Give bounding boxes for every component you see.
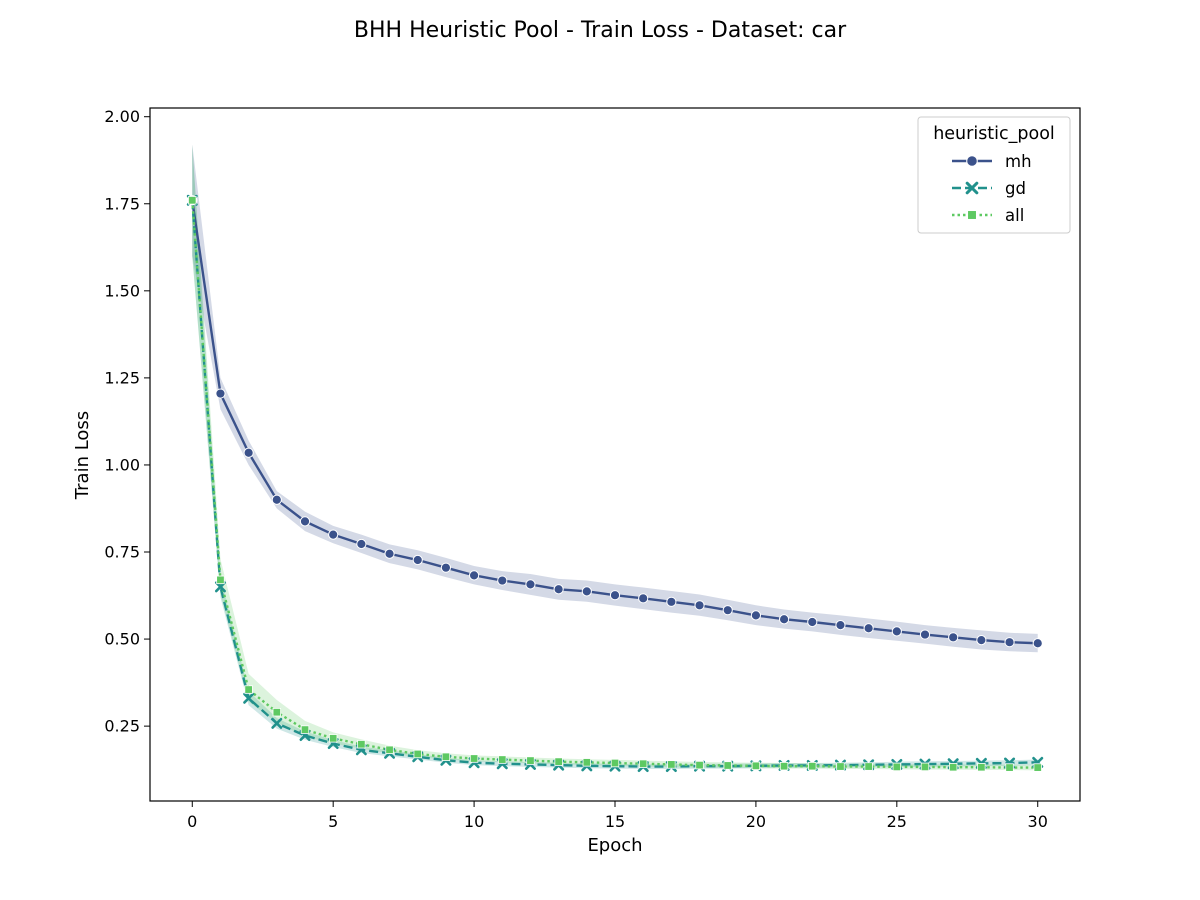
- point-all-28: [977, 763, 986, 772]
- legend: heuristic_pool mh gd all: [917, 116, 1071, 234]
- point-mh-6: [356, 538, 367, 550]
- legend-label-gd: gd: [1005, 179, 1026, 198]
- legend-label-all: all: [1005, 206, 1024, 225]
- point-all-29: [1005, 763, 1014, 772]
- confidence-bands: [192, 144, 1038, 771]
- point-all-17: [667, 760, 676, 769]
- point-mh-25: [891, 626, 902, 637]
- x-tick-label: 5: [328, 812, 338, 831]
- point-mh-8: [412, 554, 423, 566]
- point-all-4: [300, 725, 310, 734]
- legend-label-mh: mh: [1005, 152, 1032, 171]
- point-mh-2: [243, 447, 254, 458]
- point-all-12: [526, 756, 535, 765]
- point-mh-1: [215, 388, 226, 399]
- point-all-11: [498, 755, 507, 764]
- point-mh-28: [976, 635, 987, 646]
- y-tick-label: 1.75: [104, 194, 140, 213]
- point-mh-19: [722, 605, 733, 616]
- y-axis-ticks: 0.25 0.50 0.75 1.00 1.25 1.50 1.75 2.00: [104, 107, 150, 736]
- x-axis-label: Epoch: [587, 835, 642, 856]
- point-mh-11: [497, 575, 508, 586]
- point-mh-30: [1032, 638, 1043, 649]
- point-all-21: [779, 761, 789, 771]
- legend-title: heuristic_pool: [933, 124, 1055, 144]
- point-all-7: [385, 745, 394, 755]
- y-tick-label: 1.50: [104, 281, 140, 300]
- point-all-18: [695, 760, 704, 770]
- point-gd-3: [271, 717, 283, 729]
- point-all-15: [610, 758, 620, 768]
- point-mh-24: [863, 623, 874, 634]
- x-tick-label: 10: [464, 812, 484, 831]
- point-all-16: [638, 759, 648, 768]
- x-tick-label: 15: [605, 812, 625, 831]
- point-mh-14: [581, 586, 592, 597]
- point-mh-3: [271, 494, 282, 505]
- y-tick-label: 2.00: [104, 107, 140, 126]
- y-tick-label: 0.50: [104, 630, 140, 649]
- point-mh-7: [384, 548, 395, 559]
- point-mh-23: [835, 620, 846, 631]
- point-all-25: [892, 762, 902, 772]
- point-all-20: [751, 761, 761, 771]
- point-mh-4: [299, 516, 311, 527]
- point-all-8: [413, 749, 422, 759]
- x-tick-label: 25: [887, 812, 907, 831]
- point-mh-22: [807, 616, 818, 628]
- point-mh-13: [553, 584, 564, 595]
- point-all-1: [216, 575, 225, 585]
- legend-marker-all: [967, 210, 977, 220]
- point-mh-17: [666, 596, 677, 607]
- point-all-10: [469, 754, 479, 763]
- legend-items: mh gd all: [952, 152, 1032, 225]
- point-all-23: [836, 762, 845, 771]
- point-all-3: [272, 707, 282, 717]
- x-tick-label: 20: [746, 812, 766, 831]
- point-mh-26: [919, 629, 931, 640]
- point-all-6: [357, 740, 366, 749]
- legend-marker-gd: [965, 181, 979, 195]
- y-axis-label: Train Loss: [72, 411, 93, 500]
- y-tick-label: 0.25: [104, 717, 140, 736]
- point-mh-29: [1004, 637, 1015, 648]
- band-all: [192, 144, 1038, 771]
- point-gd-2: [243, 692, 255, 704]
- point-all-30: [1033, 763, 1042, 772]
- y-tick-label: 1.25: [104, 368, 140, 387]
- x-axis-ticks: 0 5 10 15 20 25 30: [187, 801, 1048, 831]
- point-mh-16: [638, 593, 649, 604]
- point-all-19: [723, 761, 732, 770]
- point-all-5: [328, 734, 338, 743]
- point-all-14: [582, 758, 592, 767]
- point-mh-18: [694, 600, 705, 611]
- point-all-24: [864, 762, 873, 771]
- legend-box: [917, 116, 1071, 234]
- point-all-2: [244, 685, 253, 694]
- point-all-22: [808, 761, 817, 771]
- point-all-27: [948, 763, 958, 772]
- series-markers: [186, 194, 1044, 773]
- y-tick-label: 0.75: [104, 543, 140, 562]
- point-mh-21: [778, 614, 790, 625]
- point-all-13: [554, 757, 563, 766]
- y-tick-label: 1.00: [104, 455, 140, 474]
- point-mh-27: [948, 632, 959, 643]
- point-all-0: [188, 196, 197, 205]
- point-mh-12: [525, 579, 536, 590]
- point-mh-9: [440, 562, 452, 573]
- point-all-26: [920, 762, 930, 772]
- point-mh-15: [609, 590, 621, 601]
- chart-title: BHH Heuristic Pool - Train Loss - Datase…: [354, 18, 847, 43]
- point-mh-20: [750, 610, 762, 621]
- x-tick-label: 30: [1028, 812, 1048, 831]
- legend-marker-mh: [966, 155, 978, 167]
- point-mh-10: [468, 570, 480, 581]
- point-mh-5: [328, 529, 339, 540]
- x-tick-label: 0: [187, 812, 197, 831]
- point-all-9: [441, 752, 451, 761]
